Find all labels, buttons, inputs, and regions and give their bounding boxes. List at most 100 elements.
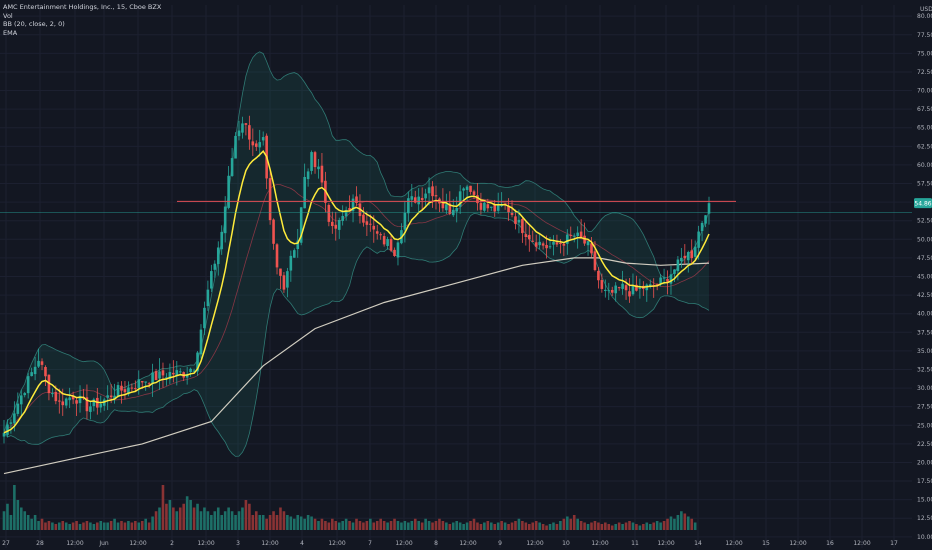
candle-body <box>683 255 687 259</box>
candle-body <box>57 400 61 402</box>
candle-body <box>455 208 459 212</box>
candle-body <box>89 406 92 412</box>
volume-bar <box>51 522 54 530</box>
price-tick-label: 65.00 <box>917 125 932 132</box>
candle-body <box>365 221 369 225</box>
symbol-title[interactable]: AMC Entertainment Holdings, Inc., 15, Cb… <box>3 3 162 11</box>
volume-bar <box>607 524 611 530</box>
volume-bar <box>82 522 85 530</box>
candle-body <box>413 197 417 203</box>
candle-body <box>545 244 548 249</box>
candle-body <box>448 203 452 214</box>
volume-bar <box>223 511 227 530</box>
candle-body <box>16 403 20 414</box>
volume-bar <box>16 500 20 530</box>
volume-bar <box>178 507 182 530</box>
candle-body <box>510 212 514 215</box>
time-axis[interactable]: 27 28 12:00 Jun 12:00 2 12:00 3 12:00 4 12:00 7 12:0… <box>2 540 898 547</box>
candle-body <box>566 234 569 244</box>
candle-body <box>548 246 552 248</box>
volume-bar <box>676 515 680 530</box>
candle-body <box>507 205 510 213</box>
legend-ema[interactable]: EMA <box>3 28 18 37</box>
volume-bar <box>310 516 313 530</box>
volume-bar <box>158 507 161 530</box>
candle-body <box>427 187 431 194</box>
price-tick-label: 72.50 <box>917 69 932 76</box>
candle-body <box>341 215 344 221</box>
candle-body <box>113 395 116 400</box>
price-tick-label: 45.00 <box>917 274 932 281</box>
volume-bar <box>127 521 130 530</box>
volume-bar <box>531 522 535 530</box>
candle-body <box>203 307 206 329</box>
candle-body <box>420 197 424 201</box>
candle-body <box>493 204 497 212</box>
candle-body <box>161 370 165 376</box>
candle-body <box>527 234 531 240</box>
candle-body <box>54 392 58 402</box>
candle-body <box>538 241 541 246</box>
time-tick-label: 12:00 <box>459 540 476 547</box>
chart-legend: AMC Entertainment Holdings, Inc., 15, Cb… <box>3 3 161 37</box>
volume-bar <box>486 521 490 530</box>
candle-body <box>479 203 483 210</box>
bb-fill <box>4 51 709 457</box>
volume-bar <box>662 521 666 530</box>
volume-bar <box>165 503 168 530</box>
candle-body <box>635 284 638 291</box>
time-tick-label: 12:00 <box>328 540 345 547</box>
volume-bar <box>19 507 23 530</box>
time-tick-label: 17 <box>890 540 898 547</box>
volume-bar <box>389 521 393 530</box>
volume-bar <box>614 524 617 530</box>
volume-bar <box>500 521 503 530</box>
volume-bar <box>552 522 555 530</box>
candle-body <box>666 278 669 282</box>
candle-body <box>47 374 51 394</box>
candle-body <box>483 202 486 211</box>
price-tick-label: 30.00 <box>917 385 932 392</box>
volume-bar <box>123 522 127 530</box>
candle-body <box>99 403 103 408</box>
candle-body <box>562 243 566 246</box>
candle-body <box>165 377 168 379</box>
legend-bb[interactable]: BB (20, close, 2, 0) <box>3 20 65 29</box>
volume-bar <box>230 511 234 530</box>
volume-bar <box>206 511 210 530</box>
volume-bar <box>324 521 327 530</box>
time-tick-label: 10 <box>562 540 570 547</box>
candle-body <box>669 274 673 284</box>
volume-bar <box>37 521 40 530</box>
time-tick-label: 12:00 <box>395 540 412 547</box>
price-tick-label: 17.50 <box>917 478 932 485</box>
candle-body <box>604 289 607 291</box>
candle-body <box>486 204 490 209</box>
candle-body <box>40 361 44 365</box>
candle-body <box>344 209 348 217</box>
volume-bar <box>438 518 441 530</box>
legend-vol[interactable]: Vol <box>3 11 13 20</box>
last-price-tag: 54.86 <box>914 198 932 209</box>
candle-body <box>624 285 628 291</box>
candle-body <box>261 137 265 141</box>
candle-body <box>44 366 47 377</box>
price-tick-label: 67.50 <box>917 106 932 113</box>
volume-bar <box>113 518 116 530</box>
candle-body <box>303 176 306 209</box>
volume-bar <box>514 521 517 530</box>
volume-bar <box>669 516 673 530</box>
candle-body <box>168 371 172 380</box>
candle-body <box>372 225 376 230</box>
time-tick-label: 7 <box>368 540 372 547</box>
volume-bars <box>2 485 697 530</box>
candle-body <box>431 186 434 197</box>
time-tick-label: 12:00 <box>261 540 278 547</box>
volume-bar <box>686 516 690 530</box>
candle-body <box>355 196 358 203</box>
candle-body <box>172 372 175 375</box>
candle-body <box>552 241 555 245</box>
volume-bar <box>455 521 459 530</box>
